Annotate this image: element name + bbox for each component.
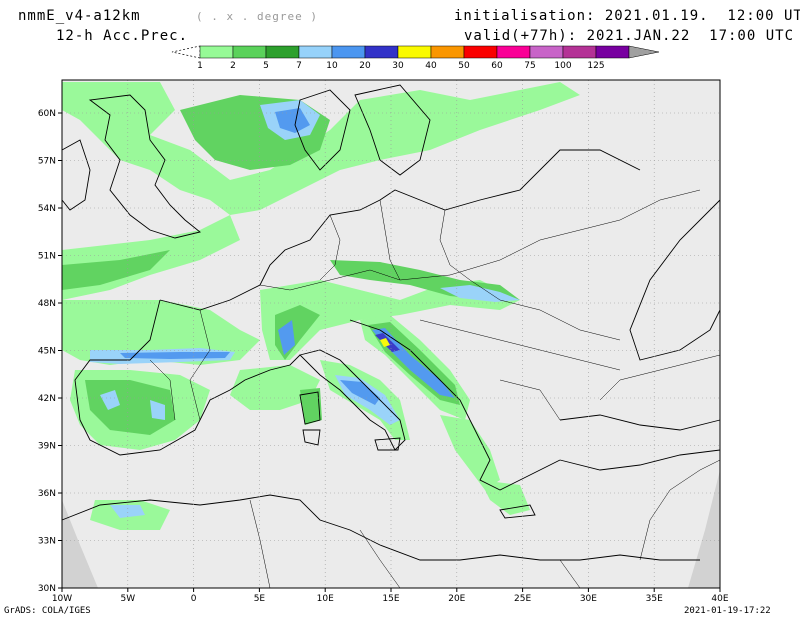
init-time: initialisation: 2021.01.19. 12:00 UTC xyxy=(454,8,800,24)
lon-tick-label: 15E xyxy=(382,594,399,604)
lat-tick-label: 33N xyxy=(38,537,56,547)
graticule xyxy=(62,80,720,588)
precip-areas xyxy=(62,82,580,530)
axis-tick-labels: 10W 5W 0 5E 10E 15E 20E 25E 30E 35E 40E 60N 57N 54N 51… xyxy=(38,109,729,604)
lon-tick-label: 10W xyxy=(52,594,72,604)
colorbar-label: 60 xyxy=(491,61,503,71)
colorbar-label: 10 xyxy=(326,61,338,71)
lon-tick-label: 40E xyxy=(711,594,728,604)
lat-tick-label: 39N xyxy=(38,442,56,452)
valid-time: valid(+77h): 2021.JAN.22 17:00 UTC xyxy=(464,28,795,44)
colorbar-label: 5 xyxy=(263,61,269,71)
domain-mask-east xyxy=(688,470,720,588)
lat-tick-label: 54N xyxy=(38,204,56,214)
lon-tick-label: 0 xyxy=(191,594,197,604)
lat-tick-label: 42N xyxy=(38,394,56,404)
lat-tick-label: 51N xyxy=(38,252,56,262)
colorbar-swatch xyxy=(364,45,399,59)
lat-tick-label: 30N xyxy=(38,584,56,594)
lon-tick-label: 5W xyxy=(120,594,135,604)
colorbar-label: 20 xyxy=(359,61,371,71)
colorbar-swatch xyxy=(232,45,267,59)
colorbar-swatch xyxy=(463,45,498,59)
colorbar-under xyxy=(171,45,201,59)
colorbar-swatch xyxy=(496,45,531,59)
lat-tick-label: 57N xyxy=(38,157,56,167)
colorbar-label: 40 xyxy=(425,61,437,71)
colorbar-swatch xyxy=(397,45,432,59)
units-label: ( . x . degree ) xyxy=(196,10,318,23)
colorbar-swatch xyxy=(529,45,564,59)
colorbar-label: 100 xyxy=(554,61,571,71)
lat-tick-label: 60N xyxy=(38,109,56,119)
footer-timestamp: 2021-01-19-17:22 xyxy=(684,606,771,616)
colorbar-legend: 1 2 5 7 10 20 30 40 50 60 75 100 125 xyxy=(171,45,660,71)
lon-tick-label: 5E xyxy=(254,594,266,604)
lon-tick-label: 25E xyxy=(514,594,531,604)
lon-tick-label: 35E xyxy=(646,594,663,604)
colorbar-label: 1 xyxy=(197,61,203,71)
footer-credit: GrADS: COLA/IGES xyxy=(4,606,91,616)
lon-tick-label: 30E xyxy=(580,594,597,604)
colorbar-swatch xyxy=(331,45,366,59)
colorbar-over xyxy=(628,45,660,59)
colorbar-label: 7 xyxy=(296,61,302,71)
colorbar-label: 50 xyxy=(458,61,470,71)
map-panel xyxy=(61,79,721,589)
colorbar-label: 2 xyxy=(230,61,236,71)
colorbar-label: 75 xyxy=(524,61,535,71)
model-name: nmmE_v4-a12km xyxy=(18,8,141,24)
lon-tick-label: 10E xyxy=(317,594,334,604)
colorbar-swatch xyxy=(562,45,597,59)
colorbar-label: 125 xyxy=(587,61,604,71)
colorbar-swatch xyxy=(595,45,630,59)
colorbar-swatch xyxy=(199,45,234,59)
lat-tick-label: 36N xyxy=(38,489,56,499)
colorbar-label: 30 xyxy=(392,61,404,71)
colorbar-swatch xyxy=(430,45,465,59)
country-borders xyxy=(149,189,721,589)
field-name: 12-h Acc.Prec. xyxy=(56,28,189,44)
colorbar-swatch xyxy=(265,45,300,59)
lon-tick-label: 20E xyxy=(448,594,465,604)
domain-mask-west xyxy=(62,500,98,588)
lat-tick-label: 48N xyxy=(38,299,56,309)
lat-tick-label: 45N xyxy=(38,347,56,357)
colorbar-swatch xyxy=(298,45,333,59)
